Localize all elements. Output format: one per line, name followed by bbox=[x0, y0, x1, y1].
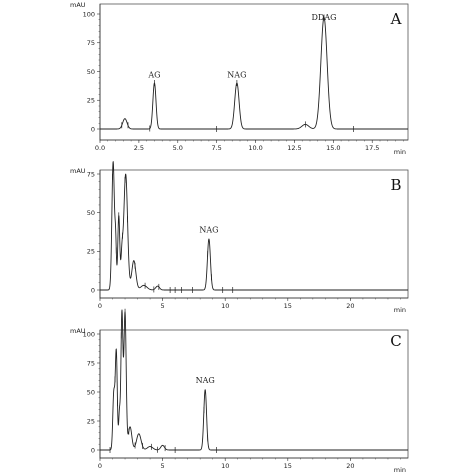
x-tick-label: 0 bbox=[98, 462, 102, 470]
x-tick-label: 2.5 bbox=[134, 144, 144, 152]
peak-label-ag: AG bbox=[147, 71, 160, 80]
x-axis-label: min bbox=[394, 148, 406, 156]
x-axis-label: min bbox=[394, 466, 406, 474]
y-tick-label: 75 bbox=[87, 359, 95, 367]
peak-label-nag: NAG bbox=[199, 225, 218, 234]
y-tick-label: 0 bbox=[91, 446, 95, 454]
y-tick-label: 50 bbox=[87, 68, 95, 76]
x-tick-label: 15 bbox=[284, 462, 292, 470]
x-tick-label: 17.5 bbox=[365, 144, 379, 152]
y-tick-label: 75 bbox=[87, 39, 95, 47]
x-tick-label: 5 bbox=[161, 302, 165, 310]
x-tick-label: 10 bbox=[221, 302, 229, 310]
chart-panel-c: 0 25 50 75 100 0 5 10 15 20 mAU min NAG C bbox=[70, 308, 409, 474]
plot-frame bbox=[99, 3, 409, 141]
x-tick-label: 5 bbox=[161, 462, 165, 470]
y-tick-label: 25 bbox=[87, 97, 95, 105]
panel-label: B bbox=[390, 176, 401, 194]
y-axis-label: mAU bbox=[70, 327, 86, 335]
y-tick-label: 25 bbox=[87, 417, 95, 425]
y-tick-label: 75 bbox=[87, 170, 95, 178]
y-tick-label: 0 bbox=[91, 286, 95, 294]
y-tick-label: 50 bbox=[87, 209, 95, 217]
y-axis-label: mAU bbox=[70, 1, 86, 9]
y-tick-label: 100 bbox=[83, 10, 95, 18]
x-tick-label: 5.0 bbox=[173, 144, 183, 152]
x-axis-label: min bbox=[394, 306, 406, 314]
x-tick-label: 15.0 bbox=[326, 144, 340, 152]
x-tick-label: 12.5 bbox=[287, 144, 301, 152]
x-tick-label: 20 bbox=[346, 462, 354, 470]
x-tick-label: 0 bbox=[98, 302, 102, 310]
peak-label-nag: NAG bbox=[227, 71, 246, 80]
chromatogram-trace bbox=[99, 17, 409, 130]
y-tick-label: 25 bbox=[87, 248, 95, 256]
panel-label: C bbox=[390, 332, 401, 350]
y-tick-label: 100 bbox=[83, 330, 95, 338]
peak-label-ddag: DDAG bbox=[312, 13, 337, 22]
panel-label: A bbox=[390, 10, 402, 28]
x-tick-label: 15 bbox=[284, 302, 292, 310]
peak-label-nag: NAG bbox=[196, 376, 215, 385]
plot-frame bbox=[99, 169, 409, 299]
y-tick-label: 0 bbox=[91, 125, 95, 133]
plot-frame bbox=[99, 329, 409, 459]
x-tick-label: 10.0 bbox=[248, 144, 262, 152]
x-tick-label: 20 bbox=[346, 302, 354, 310]
chromatogram-trace bbox=[99, 309, 409, 451]
chart-panel-a: 0 25 50 75 100 0.0 2.5 5.0 7.5 10.0 12.5 15.0 17.5 mA… bbox=[70, 1, 409, 156]
x-tick-label: 0.0 bbox=[95, 144, 105, 152]
y-tick-label: 50 bbox=[87, 388, 95, 396]
chromatogram-trace bbox=[99, 161, 409, 291]
x-tick-label: 10 bbox=[221, 462, 229, 470]
y-axis-label: mAU bbox=[70, 167, 86, 175]
chart-panel-b: 0 25 50 75 0 5 10 15 20 mAU min NAG B bbox=[70, 161, 409, 314]
x-tick-label: 7.5 bbox=[211, 144, 221, 152]
